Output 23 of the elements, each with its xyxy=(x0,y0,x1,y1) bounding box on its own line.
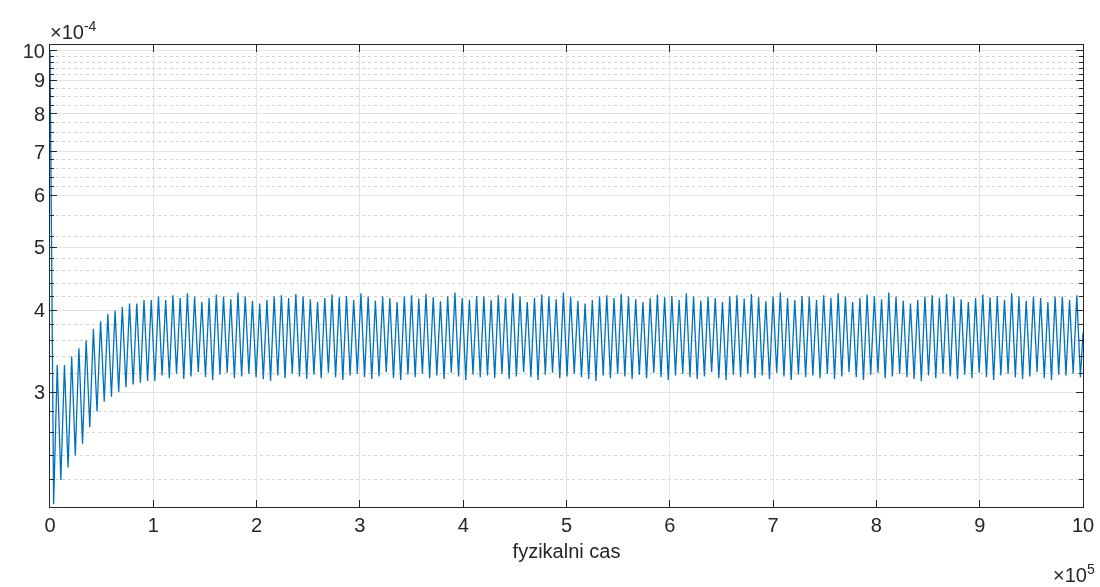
text: ×10$^{-4}$ xyxy=(50,18,97,44)
y-tick-label: 3 xyxy=(33,381,45,404)
x-tick-label: 1 xyxy=(147,514,159,536)
y-tick-label: 10 xyxy=(22,39,45,62)
text: ×10$^{5}$ xyxy=(1053,561,1095,587)
x-tick-label: 0 xyxy=(44,514,56,536)
line-series xyxy=(50,49,1083,505)
y-tick-label: 7 xyxy=(33,140,45,163)
x-tick-label: 8 xyxy=(870,514,882,536)
y-tick-label: 9 xyxy=(33,69,45,92)
x-tick-label: 10 xyxy=(1071,514,1095,536)
y-tick-label: 5 xyxy=(33,236,45,259)
x-tick-label: 2 xyxy=(251,514,263,536)
x-tick-label: 9 xyxy=(974,514,986,536)
x-tick-label: 5 xyxy=(560,514,573,536)
y-tick-label: 8 xyxy=(33,102,45,125)
x-tick-label: 7 xyxy=(767,514,779,536)
x-axis-title: fyzikalni cas xyxy=(512,539,621,562)
y-tick-label: 4 xyxy=(33,299,45,322)
x-tick-label: 3 xyxy=(354,514,366,536)
x-tick-label: 4 xyxy=(457,514,469,536)
y-tick-label: 6 xyxy=(33,184,45,207)
x-tick-label: 6 xyxy=(664,514,676,536)
